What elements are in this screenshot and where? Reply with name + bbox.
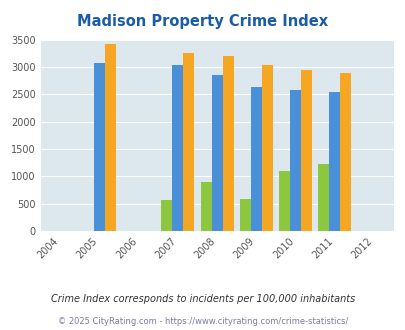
Bar <box>172 65 183 231</box>
Bar <box>94 63 105 231</box>
Bar <box>183 53 194 231</box>
Bar <box>261 65 272 231</box>
Bar <box>290 90 301 231</box>
Bar <box>328 91 340 231</box>
Bar <box>161 200 172 231</box>
Bar <box>211 75 222 231</box>
Bar <box>340 73 351 231</box>
Text: © 2025 CityRating.com - https://www.cityrating.com/crime-statistics/: © 2025 CityRating.com - https://www.city… <box>58 317 347 326</box>
Bar <box>200 182 211 231</box>
Bar <box>105 44 116 231</box>
Text: Crime Index corresponds to incidents per 100,000 inhabitants: Crime Index corresponds to incidents per… <box>51 294 354 304</box>
Bar <box>301 70 311 231</box>
Bar <box>250 87 261 231</box>
Bar <box>239 199 250 231</box>
Text: Madison Property Crime Index: Madison Property Crime Index <box>77 14 328 29</box>
Bar <box>222 56 233 231</box>
Bar <box>318 164 328 231</box>
Bar <box>279 171 290 231</box>
